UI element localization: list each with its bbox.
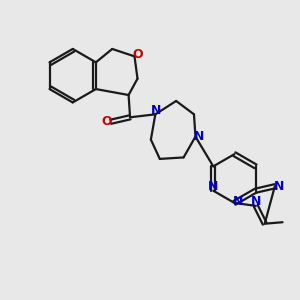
Text: N: N	[208, 180, 218, 194]
Text: O: O	[133, 48, 143, 62]
Text: N: N	[233, 195, 243, 208]
Text: N: N	[274, 180, 284, 193]
Text: N: N	[151, 104, 161, 117]
Text: N: N	[194, 130, 205, 143]
Text: N: N	[250, 195, 261, 208]
Text: O: O	[102, 115, 112, 128]
